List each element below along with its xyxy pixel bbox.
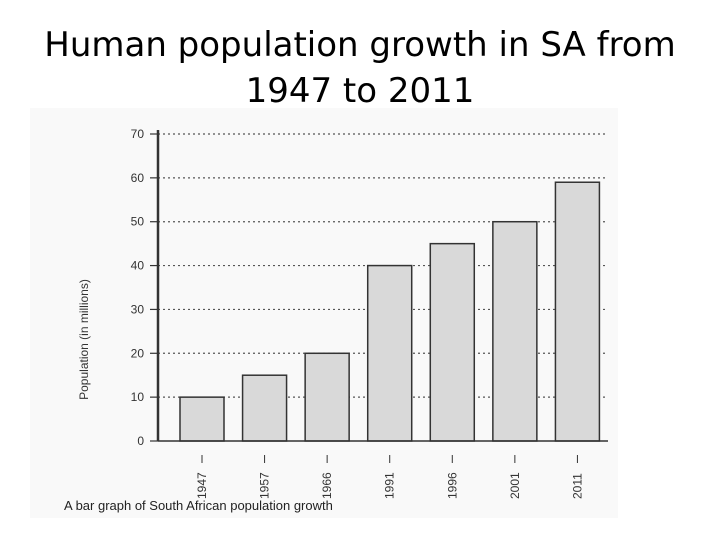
slide-title: Human population growth in SA from 1947 … (40, 22, 680, 114)
y-tick-label: 0 (137, 434, 144, 448)
y-tick-label: 20 (131, 346, 145, 360)
y-tick-label: 10 (131, 390, 145, 404)
axes (150, 130, 608, 463)
x-tick-label: 2011 (570, 473, 584, 499)
x-tick-label: 2001 (508, 472, 522, 499)
y-tick-label: 30 (131, 302, 145, 316)
chart-caption: A bar graph of South African population … (64, 498, 333, 513)
x-tick-label: 1947 (195, 472, 209, 499)
y-axis-label: Population (in millions) (77, 279, 91, 400)
bar-1947 (179, 396, 225, 442)
bar-2011 (554, 181, 601, 442)
x-tick-label: 1991 (383, 472, 397, 499)
bar-2001 (492, 220, 538, 442)
slide-title-line-1: Human population growth in SA from (44, 25, 676, 65)
bars (179, 181, 601, 442)
bar-1966 (304, 352, 350, 442)
labels: 0 10 20 30 40 50 60 70 Population (in millions) 1… (77, 127, 584, 499)
x-tick-label: 1966 (320, 472, 334, 499)
x-tick-label: 1996 (445, 472, 459, 499)
slide-title-line-2: 1947 to 2011 (245, 71, 475, 111)
y-tick-label: 60 (131, 171, 145, 185)
y-tick-label: 40 (131, 259, 145, 273)
y-tick-label: 50 (131, 215, 145, 229)
x-tick-label: 1957 (258, 472, 272, 499)
bar-1996 (429, 242, 476, 442)
bar-1991 (366, 264, 413, 442)
bar-1957 (241, 374, 288, 442)
y-tick-label: 70 (131, 127, 145, 141)
